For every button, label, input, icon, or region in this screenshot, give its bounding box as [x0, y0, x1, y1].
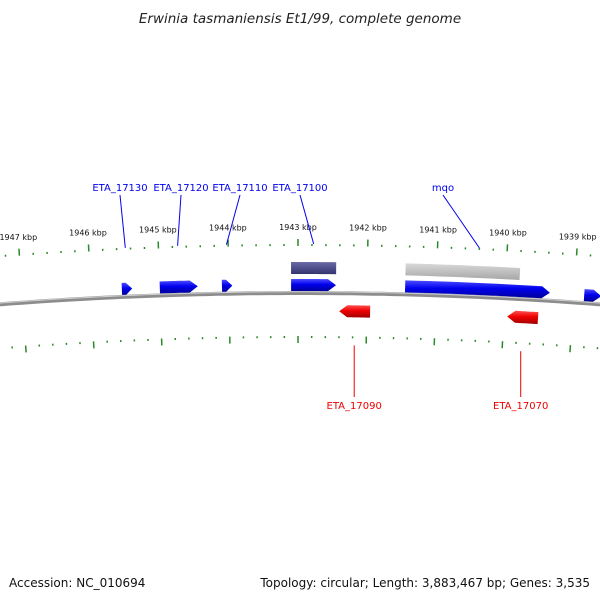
- tick-label: 1945 kbp: [139, 226, 177, 235]
- feature-grey: [405, 263, 521, 280]
- genome-backbone: [0, 291, 600, 307]
- gene-labels: ETA_17130 ETA_17120 ETA_17110 ETA_17100 mqo E…: [92, 183, 548, 412]
- tick-label: 1942 kbp: [349, 224, 387, 233]
- features-track: [291, 262, 521, 280]
- gene-ETA_17130[interactable]: [121, 282, 133, 295]
- gene-ETA_17110[interactable]: [221, 279, 233, 292]
- tick-label: 1947 kbp: [0, 233, 37, 242]
- gene-mqo[interactable]: [405, 280, 550, 299]
- gene-ETA_17070[interactable]: [507, 310, 539, 325]
- tick-label: 1946 kbp: [69, 229, 107, 238]
- gene-label-ETA_17110: ETA_17110: [212, 183, 267, 194]
- gene-label-ETA_17100: ETA_17100: [272, 183, 327, 194]
- gene-label-ETA_17120: ETA_17120: [153, 183, 208, 194]
- gene-ETA_17090[interactable]: [339, 305, 371, 318]
- gene-label-ETA_17070: ETA_17070: [493, 401, 548, 412]
- tick-label: 1943 kbp: [279, 223, 317, 232]
- accession-text: Accession: NC_010694: [9, 576, 146, 590]
- gene-ETA_17120[interactable]: [159, 280, 198, 294]
- gene-label-ETA_17090: ETA_17090: [327, 401, 382, 412]
- tick-label: 1941 kbp: [419, 225, 457, 234]
- inner-tick-marks: [11, 336, 599, 353]
- gene-leader: [442, 194, 480, 249]
- tick-label: 1939 kbp: [559, 233, 597, 242]
- gene-leader: [299, 194, 315, 245]
- genes-track: [121, 279, 600, 325]
- tick-label: 1944 kbp: [209, 224, 247, 233]
- gene-label-mqo: mqo: [432, 183, 454, 194]
- tick-labels: 1947 kbp 1946 kbp 1945 kbp 1944 kbp 1943 kbp…: [0, 223, 597, 242]
- tick-label: 1940 kbp: [489, 228, 527, 237]
- feature-dark: [291, 262, 337, 275]
- outer-tick-marks: [4, 239, 592, 257]
- gene-edge-gene[interactable]: [583, 289, 600, 302]
- map-title: Erwinia tasmaniensis Et1/99, complete ge…: [139, 11, 461, 27]
- gene-leader: [119, 194, 126, 248]
- topology-summary: Topology: circular; Length: 3,883,467 bp…: [260, 576, 590, 590]
- genome-backbone-highlight: [0, 291, 600, 304]
- gene-leader: [225, 194, 241, 245]
- gene-leader: [177, 194, 182, 246]
- gene-ETA_17100[interactable]: [291, 279, 336, 292]
- gene-label-ETA_17130: ETA_17130: [92, 183, 147, 194]
